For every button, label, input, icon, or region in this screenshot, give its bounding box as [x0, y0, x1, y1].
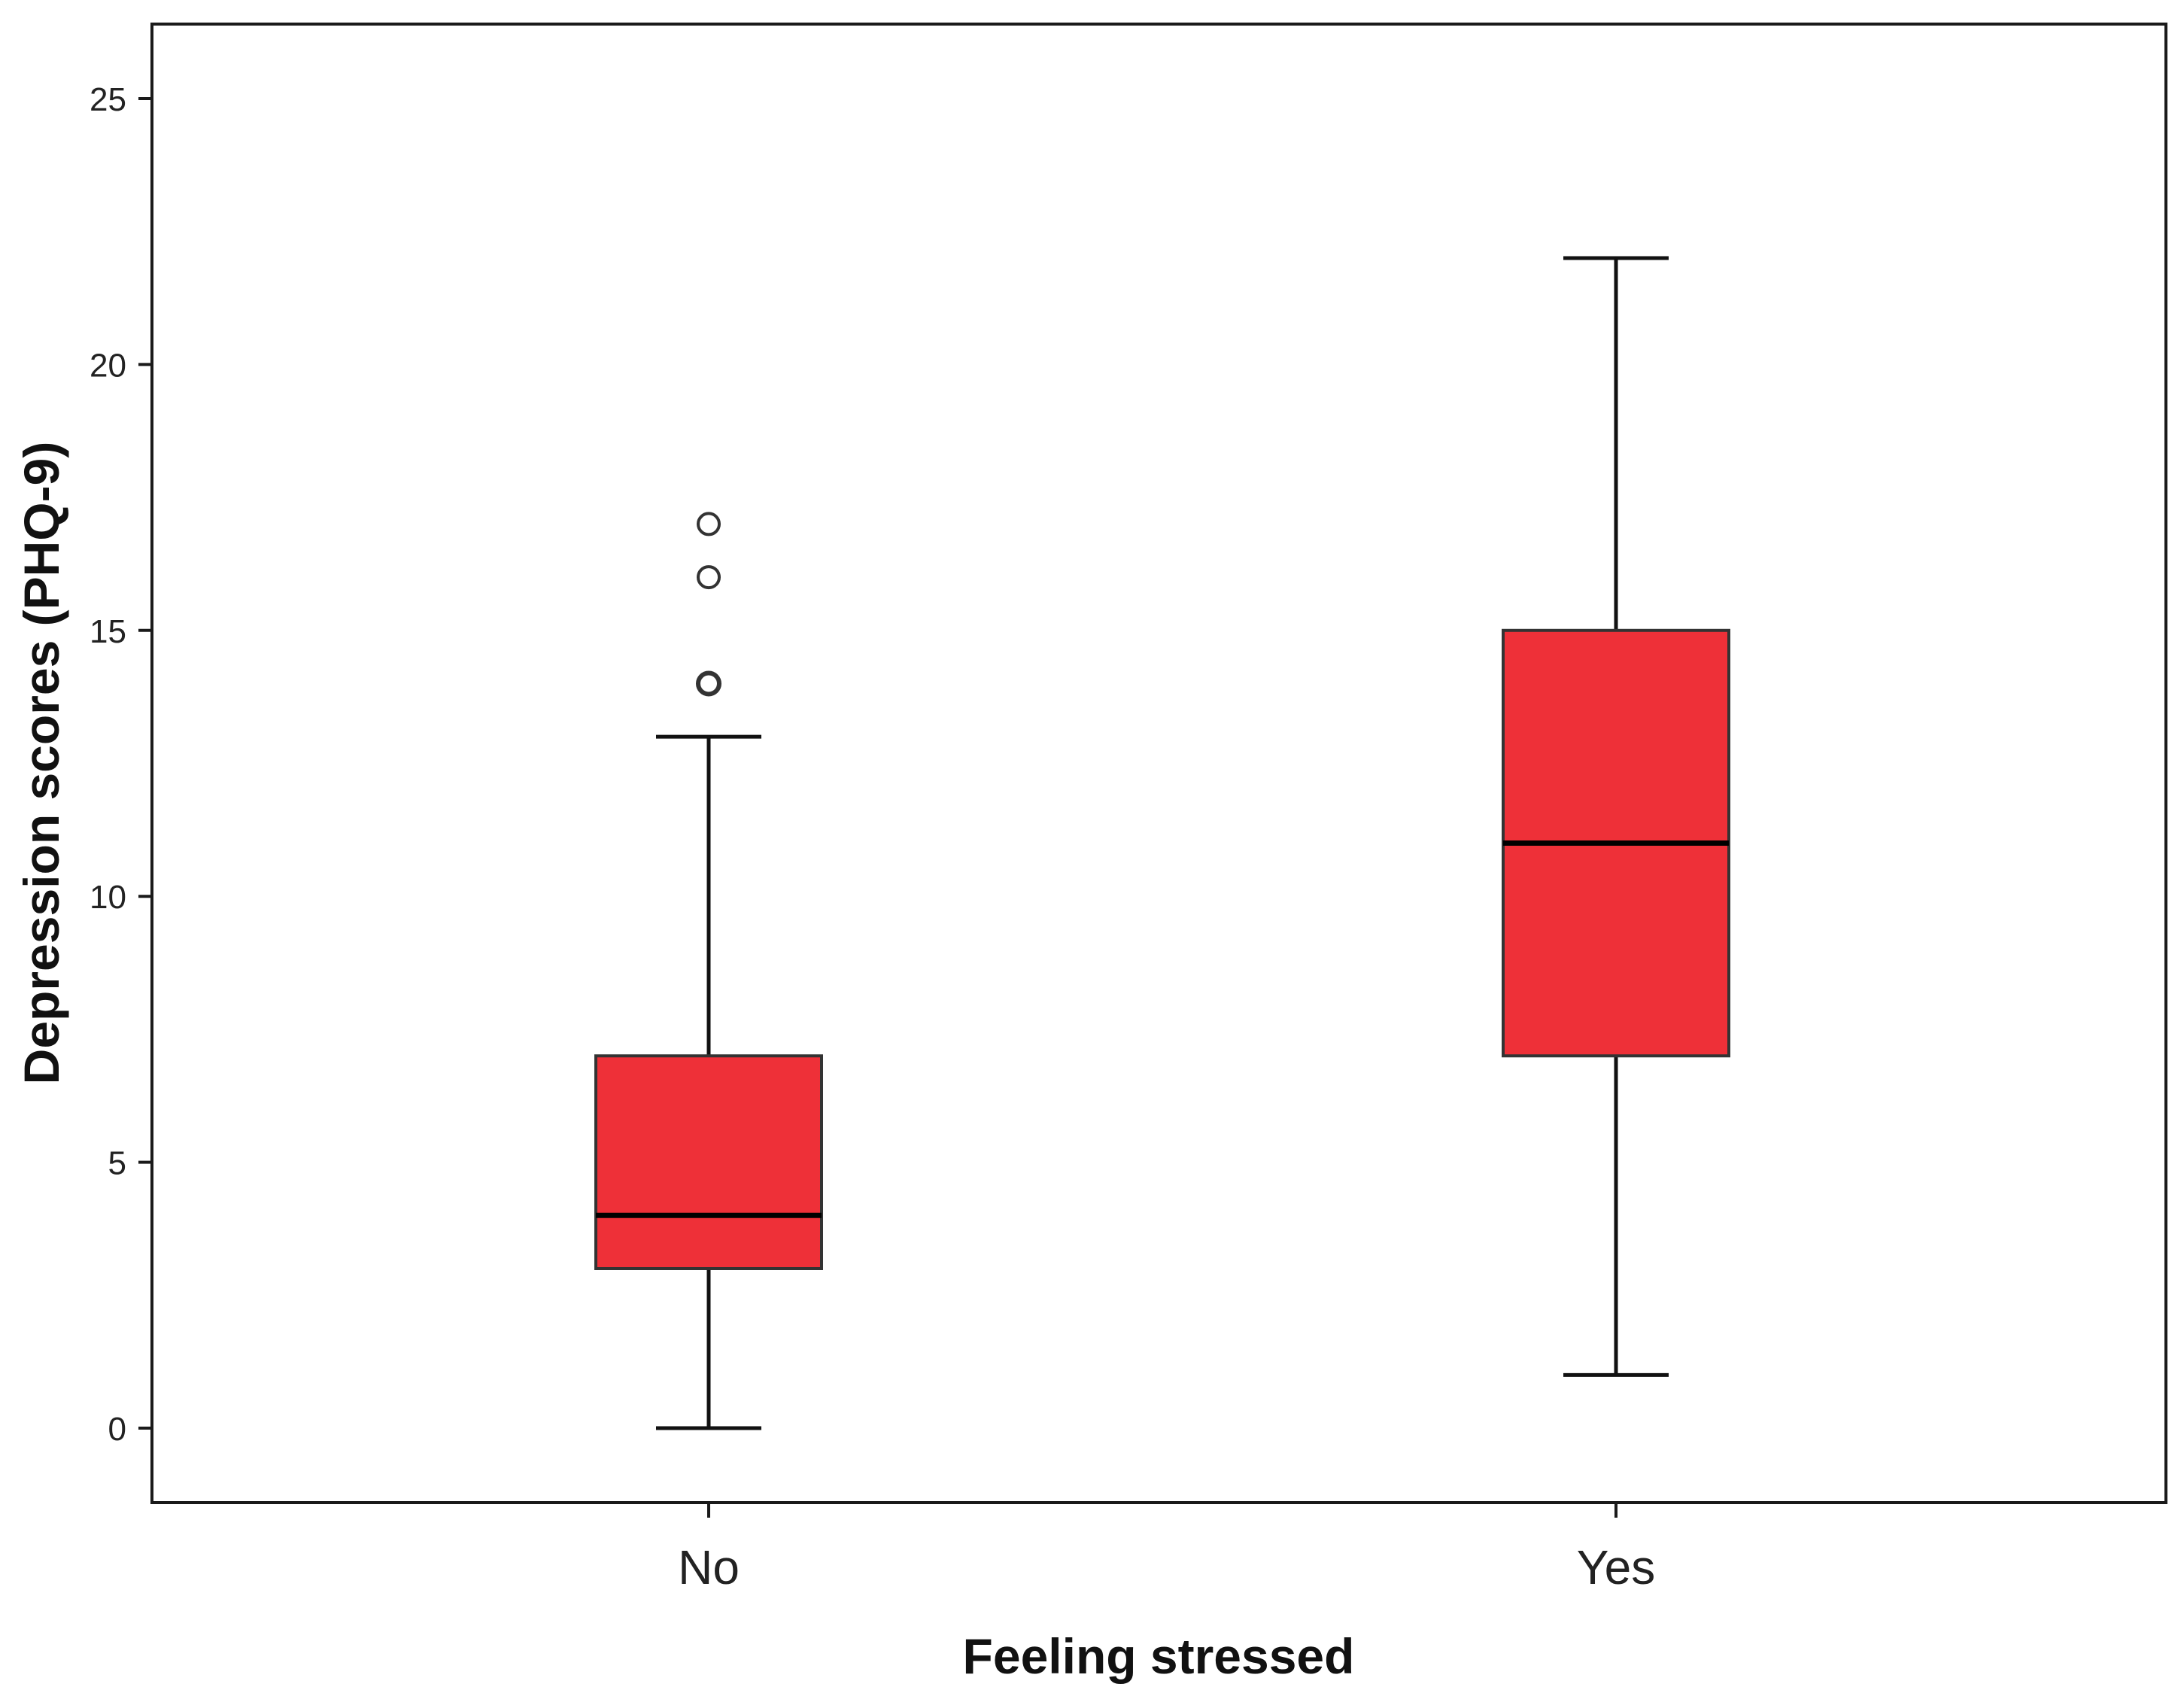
y-axis-title: Depression scores (PHQ-9) [14, 442, 69, 1085]
x-tick-label-yes: Yes [1577, 1540, 1655, 1594]
box-series [594, 256, 1730, 1430]
x-axis: No Yes [678, 1503, 1655, 1594]
outlier-point-no [696, 670, 721, 697]
outlier-point-no [697, 512, 721, 536]
x-axis-title: Feeling stressed [963, 1628, 1355, 1684]
y-tick-label-0: 0 [108, 1411, 126, 1448]
iqr-box-no [594, 1054, 823, 1270]
y-axis: 0 5 10 15 20 25 [90, 81, 152, 1448]
box-no [594, 512, 823, 1430]
y-tick-label-5: 5 [108, 1145, 126, 1182]
y-tick-label-20: 20 [90, 347, 126, 384]
box-yes [1502, 256, 1730, 1377]
plot-frame [150, 23, 2167, 1504]
y-tick-label-15: 15 [90, 613, 126, 650]
y-tick-label-25: 25 [90, 81, 126, 118]
x-tick-label-no: No [678, 1540, 740, 1594]
outlier-point-no [697, 565, 721, 590]
y-tick-label-10: 10 [90, 879, 126, 916]
